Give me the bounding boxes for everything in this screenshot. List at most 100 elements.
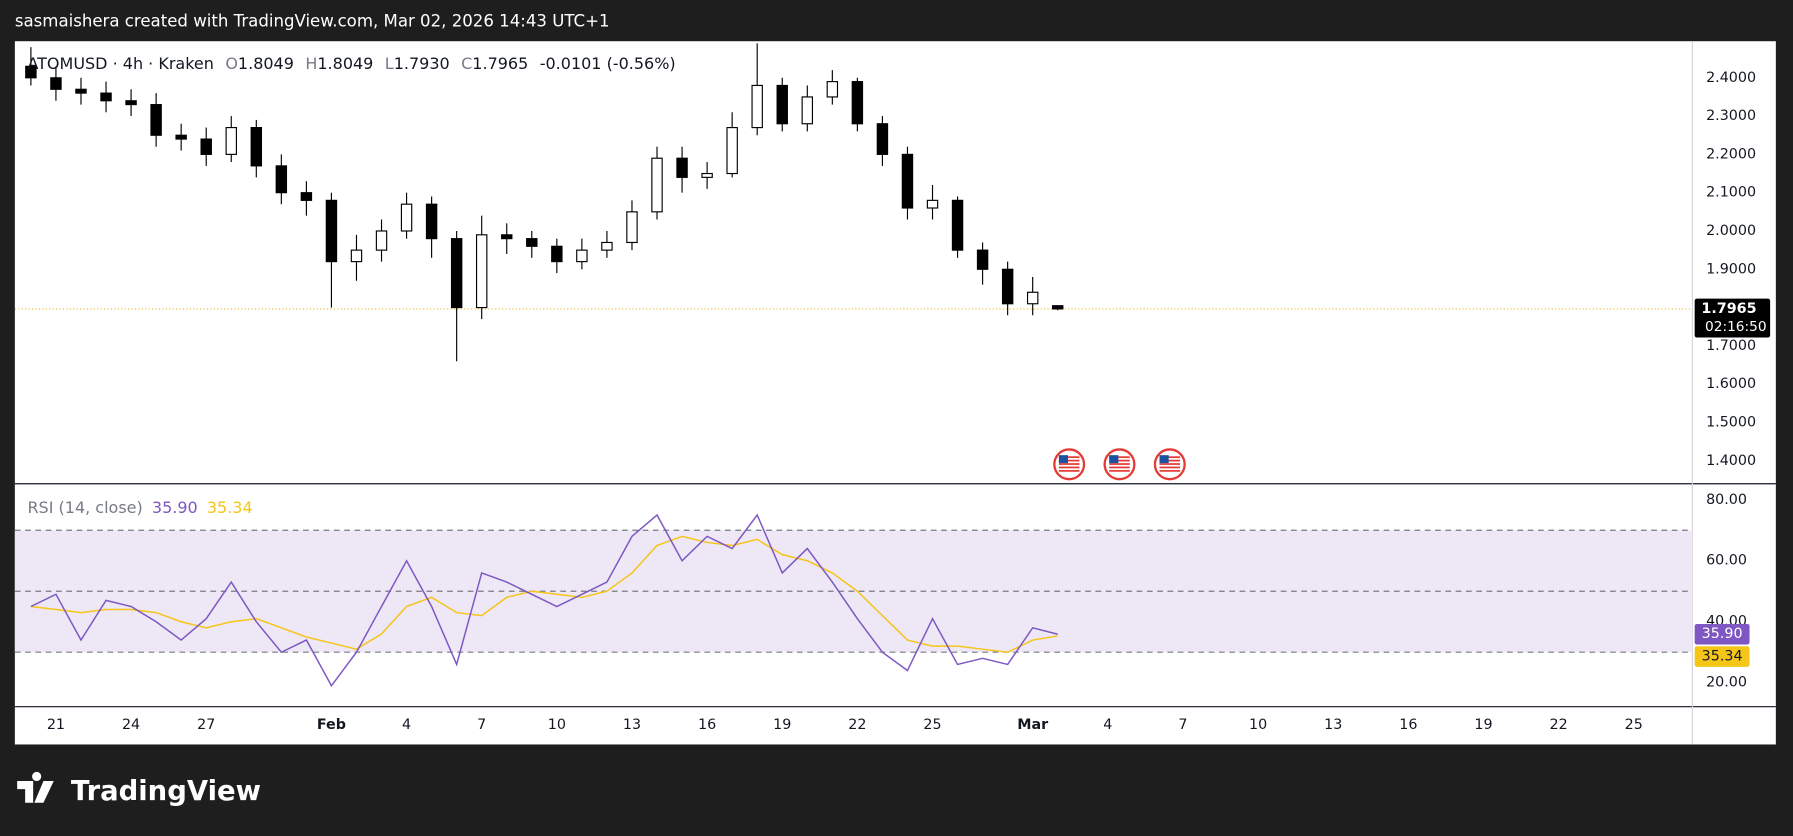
ohlc-key: H (305, 54, 317, 73)
x-tick-label: Mar (1017, 717, 1048, 733)
rsi-title: RSI (14, close) (27, 497, 142, 516)
x-tick-label: 24 (122, 717, 140, 733)
candle-body (275, 165, 288, 194)
x-tick-label: 22 (1550, 717, 1568, 733)
rsi-tag (1694, 646, 1750, 667)
ohlc-value: 1.7930 (394, 54, 450, 73)
rsi-legend: RSI (14, close) 35.90 35.34 (27, 497, 252, 516)
candle-body (350, 249, 363, 263)
candle-body (325, 199, 338, 263)
change: -0.0101 (-0.56%) (540, 54, 676, 73)
candle-body (475, 234, 488, 309)
candle-body (250, 127, 263, 167)
flag-stripe (1058, 459, 1080, 462)
y-tick-label: 2.3000 (1706, 108, 1756, 124)
ohlc-key: C (461, 54, 472, 73)
candle-body (601, 241, 613, 251)
x-tick-label: 19 (773, 717, 791, 733)
rsi-value: 35.34 (207, 497, 253, 516)
x-tick-label: 22 (848, 717, 866, 733)
rsi-tag-value: 35.34 (1702, 649, 1743, 665)
flag-stripe (1159, 456, 1181, 459)
candle-body (400, 203, 413, 232)
x-tick-label: 25 (923, 717, 941, 733)
header-text: sasmaishera created with TradingView.com… (15, 11, 610, 30)
ohlc-key: O (225, 54, 238, 73)
candle-body (25, 65, 37, 79)
candle-body (926, 199, 939, 209)
x-tick-label: 16 (1399, 717, 1417, 733)
flag-stripe (1058, 470, 1080, 472)
rsi-line (30, 535, 1058, 654)
x-tick-label: 13 (623, 717, 641, 733)
x-tick-label: 10 (548, 717, 566, 733)
flag-stripe (1109, 463, 1130, 465)
flag-stripe (1159, 459, 1181, 462)
candle-body (526, 238, 538, 247)
candle-body (576, 249, 588, 263)
candle-body (200, 138, 212, 155)
flag-stripe (1109, 470, 1130, 472)
y-tick-label: 80.00 (1706, 492, 1747, 508)
rsi-line (30, 513, 1058, 688)
candle-body (425, 203, 438, 240)
flag-stripe (1109, 456, 1130, 459)
candle-body (75, 88, 87, 94)
event-flag (1053, 448, 1086, 481)
flag-stripe (1058, 463, 1080, 465)
candle-body (651, 157, 663, 213)
candle-body (726, 127, 738, 175)
y-tick-label: 1.5000 (1706, 414, 1756, 430)
logo: TradingView (17, 771, 261, 807)
candle-body (1001, 268, 1014, 305)
flag-stripe (1159, 470, 1181, 472)
x-tick-label: 21 (47, 717, 65, 733)
y-tick-label: 2.2000 (1706, 146, 1756, 162)
x-tick-label: 19 (1474, 717, 1492, 733)
candle-body (826, 81, 839, 98)
x-tick-label: 25 (1625, 717, 1643, 733)
y-tick-label: 1.7000 (1706, 338, 1756, 354)
candle-body (150, 104, 162, 136)
candle-body (751, 84, 763, 129)
y-tick-label: 2.1000 (1706, 185, 1756, 201)
flag-stripe (1109, 466, 1130, 469)
candle-body (100, 92, 112, 102)
candle-body (876, 123, 889, 155)
y-tick-label: 2.4000 (1706, 70, 1756, 86)
y-tick-label: 20.00 (1706, 675, 1747, 691)
candle-body (501, 234, 513, 240)
candle-body (300, 192, 313, 201)
event-flag (1103, 448, 1136, 481)
x-tick-label: 7 (1178, 717, 1187, 733)
flag-canton (1109, 455, 1119, 464)
symbol: ATOMUSD · 4h · Kraken (27, 54, 213, 73)
candle-body (851, 81, 864, 125)
candle-body (375, 230, 388, 251)
x-tick-label: 16 (698, 717, 716, 733)
flag-stripe (1109, 459, 1130, 462)
rsi-tag (1694, 623, 1750, 645)
x-tick-label: 4 (402, 717, 411, 733)
flag-canton (1159, 455, 1169, 464)
x-tick-label: 10 (1249, 717, 1267, 733)
price-tag (1694, 298, 1771, 338)
y-tick-label: 1.9000 (1706, 261, 1756, 277)
rsi-value: 35.90 (152, 497, 198, 516)
logo-icon (17, 771, 54, 803)
y-tick-label: 1.6000 (1706, 376, 1756, 392)
ohlc-value: 1.7965 (472, 54, 528, 73)
candle-body (976, 249, 989, 270)
flag-stripe (1058, 466, 1080, 469)
candle-body (125, 100, 137, 106)
candle-body (901, 153, 914, 209)
candle-body (776, 84, 788, 125)
y-tick-label: 2.0000 (1706, 223, 1756, 239)
candle-body (1052, 305, 1064, 310)
candle-body (175, 134, 187, 140)
flag-stripe (1159, 463, 1181, 465)
candle-body (701, 172, 713, 178)
candle-body (551, 245, 563, 263)
